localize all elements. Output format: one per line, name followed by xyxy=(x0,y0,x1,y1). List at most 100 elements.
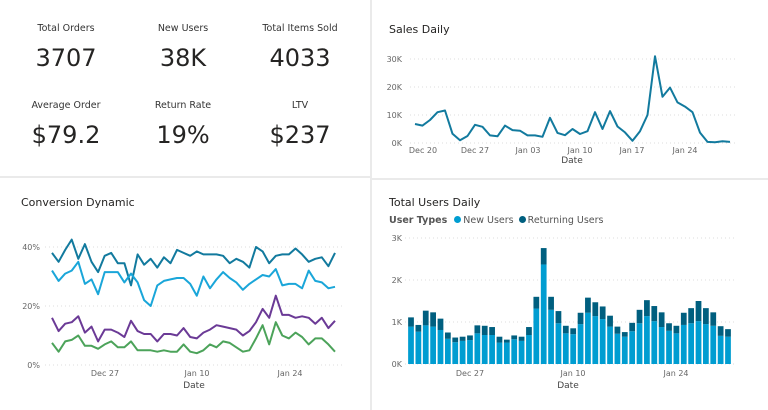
bar-returning-users xyxy=(680,312,687,325)
bar-returning-users xyxy=(577,312,584,325)
kpi-label: Average Order xyxy=(31,100,101,111)
bar-returning-users xyxy=(526,327,532,336)
bar-returning-users xyxy=(688,308,695,324)
bar-new-users xyxy=(673,333,680,364)
bar-returning-users xyxy=(562,325,569,334)
bar-new-users xyxy=(725,336,731,364)
bar-new-users xyxy=(481,335,488,364)
bar-returning-users xyxy=(695,301,702,322)
bar-returning-users xyxy=(444,332,451,339)
bar-returning-users xyxy=(614,326,621,334)
bar-new-users xyxy=(526,335,532,364)
x-axis-title: Date xyxy=(183,381,205,391)
x-tick-label: Jan 24 xyxy=(671,146,697,155)
x-tick-label: Dec 20 xyxy=(409,146,437,155)
bar-new-users xyxy=(496,342,503,364)
line-series-2 xyxy=(51,294,336,343)
divider-right xyxy=(372,178,768,180)
kpi-value: $79.2 xyxy=(31,121,101,149)
line-series-0 xyxy=(51,238,336,287)
y-tick-label: 0% xyxy=(27,361,40,370)
kpi-label: Total Items Sold xyxy=(262,23,338,34)
bar-returning-users xyxy=(570,328,577,335)
bar-new-users xyxy=(710,325,717,364)
bar-new-users xyxy=(599,319,606,364)
kpi-total-items-sold: Total Items Sold 4033 xyxy=(240,23,360,72)
x-tick-label: Dec 27 xyxy=(456,369,484,378)
bar-new-users xyxy=(695,321,702,364)
bar-returning-users xyxy=(666,323,672,331)
legend-new-users[interactable]: New Users xyxy=(463,215,514,226)
x-tick-label: Jan 10 xyxy=(566,146,592,155)
bar-new-users xyxy=(474,333,481,364)
bar-returning-users xyxy=(651,306,658,322)
bar-new-users xyxy=(717,335,724,364)
bar-new-users xyxy=(636,323,643,364)
bar-new-users xyxy=(540,264,547,364)
bar-returning-users xyxy=(540,248,547,265)
bar-new-users xyxy=(489,335,495,364)
conversion-dynamic-title: Conversion Dynamic xyxy=(21,196,135,209)
bar-returning-users xyxy=(599,306,606,320)
kpi-return-rate: Return Rate 19% xyxy=(123,100,243,149)
bar-new-users xyxy=(452,342,459,364)
bar-new-users xyxy=(459,340,466,364)
bar-returning-users xyxy=(496,336,503,343)
kpi-value: 38K xyxy=(159,44,207,72)
kpi-total-orders: Total Orders 3707 xyxy=(6,23,126,72)
bar-returning-users xyxy=(725,329,731,337)
y-tick-label: 0K xyxy=(392,139,403,148)
kpi-label: Return Rate xyxy=(154,100,212,111)
bar-returning-users xyxy=(408,317,414,327)
bar-new-users xyxy=(555,323,562,364)
line-series-3 xyxy=(51,321,336,355)
bar-returning-users xyxy=(717,326,724,336)
bar-returning-users xyxy=(710,312,717,326)
bar-new-users xyxy=(621,336,628,364)
legend-dot-icon xyxy=(518,216,526,223)
x-tick-label: Dec 27 xyxy=(91,369,119,378)
kpi-new-users: New Users 38K xyxy=(123,23,243,72)
divider-left xyxy=(0,176,370,178)
kpi-value: 3707 xyxy=(35,44,97,72)
bar-returning-users xyxy=(636,309,643,324)
bar-returning-users xyxy=(703,308,709,325)
x-tick-label: Jan 10 xyxy=(183,369,209,378)
kpi-average-order: Average Order $79.2 xyxy=(6,100,126,149)
total-users-daily-title: Total Users Daily xyxy=(389,196,481,209)
x-tick-label: Jan 24 xyxy=(276,369,302,378)
bar-returning-users xyxy=(673,325,680,334)
bar-new-users xyxy=(548,309,554,364)
bar-returning-users xyxy=(592,302,599,317)
y-tick-label: 20K xyxy=(387,83,403,92)
legend-title: User Types xyxy=(389,215,448,226)
x-tick-label: Jan 10 xyxy=(559,369,585,378)
bar-returning-users xyxy=(518,336,525,341)
legend-returning-users[interactable]: Returning Users xyxy=(527,215,604,226)
bar-new-users xyxy=(703,324,709,364)
bar-new-users xyxy=(415,331,422,364)
line-series-1 xyxy=(51,260,336,307)
bar-returning-users xyxy=(533,296,540,309)
legend-dot-icon xyxy=(454,216,462,223)
x-axis-title: Date xyxy=(561,156,583,166)
x-tick-label: Jan 24 xyxy=(662,369,688,378)
bar-returning-users xyxy=(511,335,518,340)
y-tick-label: 10K xyxy=(387,111,403,120)
bar-new-users xyxy=(680,324,687,364)
divider-vertical xyxy=(370,0,372,410)
kpi-label: Total Orders xyxy=(37,23,95,34)
sales-daily-title: Sales Daily xyxy=(389,23,450,36)
bar-new-users xyxy=(533,308,540,364)
x-tick-label: Jan 03 xyxy=(514,146,540,155)
bar-new-users xyxy=(688,323,695,364)
y-tick-label: 30K xyxy=(387,55,403,64)
bar-returning-users xyxy=(415,324,422,332)
y-tick-label: 20% xyxy=(22,302,40,311)
bar-returning-users xyxy=(621,332,628,337)
kpi-value: $237 xyxy=(269,121,331,149)
bar-returning-users xyxy=(481,325,488,336)
bar-returning-users xyxy=(503,339,510,343)
bar-new-users xyxy=(607,326,613,364)
